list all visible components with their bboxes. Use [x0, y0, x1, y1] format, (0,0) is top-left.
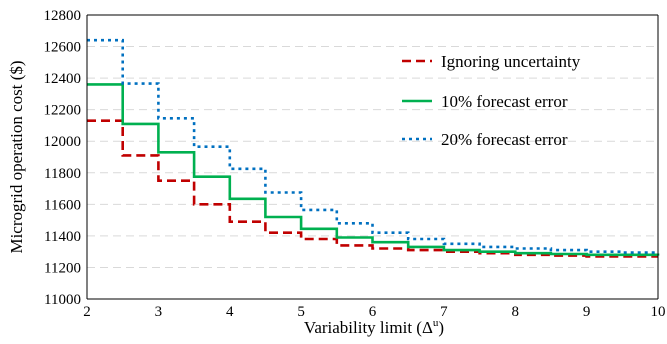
x-tick-label: 6	[369, 304, 377, 320]
x-tick-label: 2	[83, 304, 91, 320]
axes	[86, 14, 659, 300]
series-line-2	[87, 83, 660, 257]
y-tick-labels: 11000 11200 11400 11600 11800 12000 12200 12400…	[44, 8, 82, 308]
y-tick-label: 12800	[44, 8, 82, 24]
series-lines	[87, 38, 660, 258]
legend-label: 10% forecast error	[441, 92, 568, 111]
x-tick-labels: 2 3 4 5 6 7 8 9 10	[83, 304, 665, 320]
x-axis-label-superscript: u	[433, 317, 439, 329]
y-axis-label: Microgrid operation cost ($)	[7, 60, 26, 253]
series-line-1	[87, 119, 658, 258]
x-axis-label-main: Variability limit (Δ	[304, 318, 433, 337]
x-tick-label: 4	[226, 304, 234, 320]
y-tick-label: 12200	[44, 103, 82, 119]
series-line-3	[87, 38, 660, 254]
legend-label: Ignoring uncertainty	[441, 52, 581, 71]
x-tick-label: 10	[651, 304, 666, 320]
x-axis-label-end: )	[438, 318, 444, 337]
y-tick-label: 12400	[44, 71, 82, 87]
y-tick-label: 12600	[44, 40, 82, 56]
y-tick-label: 11000	[44, 292, 81, 308]
y-tick-label: 12000	[44, 134, 82, 150]
x-tick-label: 8	[512, 304, 520, 320]
y-tick-label: 11400	[44, 229, 81, 245]
gridlines	[87, 46, 658, 268]
x-tick-label: 5	[297, 304, 305, 320]
y-tick-label: 11800	[44, 166, 81, 182]
y-tick-label: 11600	[44, 197, 81, 213]
legend-label: 20% forecast error	[441, 130, 568, 149]
x-axis-label: Variability limit (Δu)	[304, 317, 444, 337]
y-tick-label: 11200	[44, 260, 81, 276]
x-tick-label: 3	[155, 304, 163, 320]
legend: Ignoring uncertainty 10% forecast error 20…	[402, 52, 581, 149]
x-tick-label: 7	[440, 304, 448, 320]
x-tick-label: 9	[583, 304, 591, 320]
